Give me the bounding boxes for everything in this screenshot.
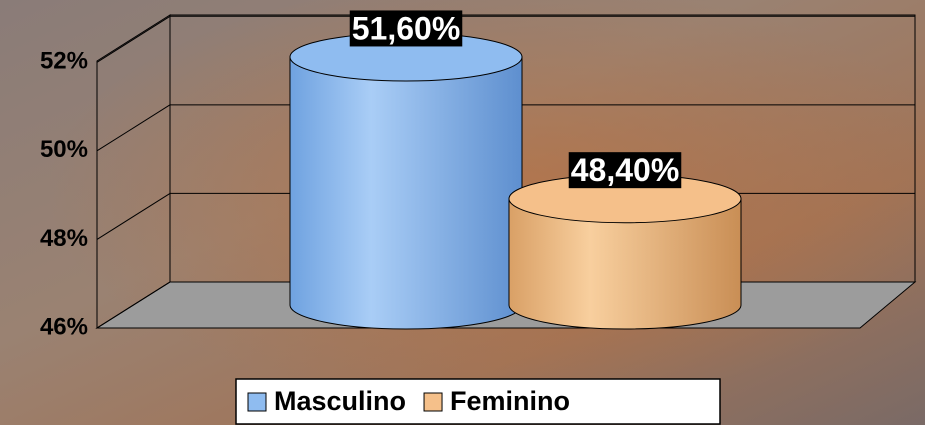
- cylinder: [290, 57, 522, 329]
- y-tick-label: 50%: [40, 136, 88, 163]
- legend-label: Masculino: [274, 386, 406, 416]
- y-tick-label: 48%: [40, 225, 88, 252]
- y-tick-label: 46%: [40, 313, 88, 340]
- chart: 46% 48% 50% 52% 51,60% 48,40% Masculino Feminin…: [0, 0, 925, 425]
- y-tick-label: 52%: [40, 48, 88, 75]
- legend-swatch: [424, 393, 442, 411]
- value-label: 51,60%: [352, 10, 461, 46]
- legend-swatch: [248, 393, 266, 411]
- legend-label: Feminino: [450, 386, 570, 416]
- value-label: 48,40%: [571, 152, 680, 188]
